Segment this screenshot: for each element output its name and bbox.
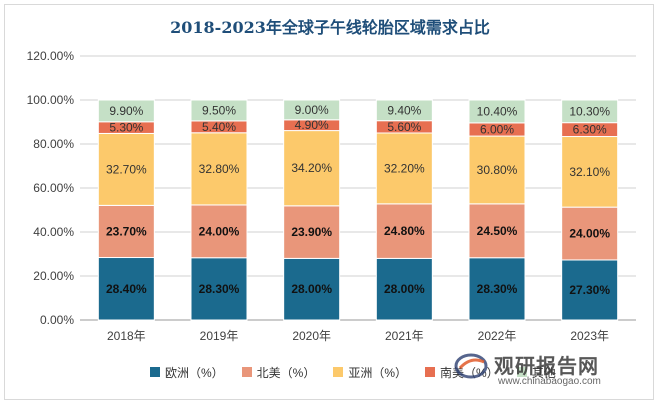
legend-swatch-europe (150, 367, 160, 377)
y-tick-label: 60.00% (33, 181, 74, 195)
x-tick-label: 2018年 (107, 329, 146, 343)
data-label: 24.50% (477, 224, 518, 238)
data-label: 28.30% (477, 282, 518, 296)
chart-title: 2018-2023年全球子午线轮胎区域需求占比 (170, 18, 490, 37)
bar-segment (375, 99, 433, 122)
bar-segment (561, 259, 619, 321)
bar-segment (190, 99, 248, 122)
data-label: 28.30% (199, 282, 240, 296)
chart-legend: 欧洲（%） 北美（%） 亚洲（%） 南美（%） 其他 (150, 362, 630, 382)
data-label: 5.30% (109, 121, 143, 135)
data-label: 32.10% (569, 165, 610, 179)
data-label: 23.90% (291, 225, 332, 239)
data-label: 6.30% (573, 123, 607, 137)
x-tick-label: 2023年 (570, 329, 609, 343)
data-label: 5.40% (202, 120, 236, 134)
legend-swatch-south-america (425, 367, 436, 377)
data-label: 9.00% (295, 103, 329, 117)
legend-label-north-america: 北美（%） (256, 365, 316, 380)
data-label: 9.50% (202, 103, 236, 117)
data-label: 28.00% (384, 282, 425, 296)
bar-segment (97, 257, 155, 321)
bar-segment (283, 205, 341, 259)
watermark-name: 观研报告网 (494, 356, 599, 378)
data-label: 9.90% (109, 104, 143, 118)
y-tick-label: 20.00% (33, 269, 74, 283)
legend-label-other: 其他 (531, 365, 556, 380)
legend-label-europe: 欧洲（%） (165, 365, 224, 380)
legend-swatch-north-america (241, 367, 252, 377)
y-tick-label: 80.00% (33, 137, 74, 151)
data-label: 10.40% (477, 104, 518, 118)
data-label: 32.80% (199, 162, 240, 176)
bar-segment (375, 257, 433, 321)
data-label: 9.40% (387, 103, 421, 117)
x-tick-label: 2019年 (200, 329, 239, 343)
data-label: 24.00% (569, 227, 610, 241)
legend-label-asia: 亚洲（%） (348, 365, 408, 380)
data-label: 5.60% (387, 120, 421, 134)
data-label: 32.70% (106, 162, 147, 176)
legend-swatch-other (516, 367, 527, 377)
bar-segment (97, 99, 155, 123)
bar-segment (190, 204, 248, 259)
data-label: 28.00% (291, 282, 332, 296)
bar-segment (468, 135, 526, 205)
data-label: 34.20% (291, 161, 332, 175)
data-label: 28.40% (106, 282, 147, 296)
bar-segment (561, 136, 619, 208)
y-tick-label: 100.00% (27, 93, 75, 107)
data-label: 10.30% (569, 104, 610, 118)
x-tick-label: 2020年 (292, 329, 331, 343)
bar-segment (97, 204, 155, 259)
y-tick-label: 40.00% (33, 225, 74, 239)
bar-segment (468, 203, 526, 259)
bar-segment (561, 206, 619, 261)
legend-item-asia: 亚洲（%） (333, 364, 407, 381)
legend-swatch-asia (333, 367, 344, 377)
bar-segment (190, 132, 248, 206)
bar-segment (97, 132, 155, 206)
data-label: 4.90% (295, 118, 329, 132)
legend-item-north-america: 北美（%） (241, 364, 316, 381)
bar-segment (283, 130, 341, 207)
bar-segment (283, 99, 341, 121)
data-label: 6.00% (480, 122, 514, 136)
x-tick-label: 2022年 (478, 329, 517, 343)
y-tick-label: 0.00% (40, 313, 74, 327)
x-tick-label: 2021年 (385, 329, 424, 343)
bar-segment (468, 99, 526, 124)
watermark-url: www.chinabaogao.com (498, 376, 601, 387)
data-label: 30.80% (477, 163, 518, 177)
bar-segment (375, 132, 433, 205)
bar-segment (190, 257, 248, 321)
data-label: 27.30% (569, 283, 610, 297)
legend-item-other: 其他 (516, 364, 556, 381)
bar-segment (561, 99, 619, 124)
legend-item-europe: 欧洲（%） (150, 364, 224, 381)
y-tick-label: 120.00% (27, 49, 75, 63)
data-label: 24.80% (384, 224, 425, 238)
watermark: 观研报告网 www.chinabaogao.com (450, 348, 646, 398)
watermark-logo-icon (454, 353, 488, 379)
data-label: 23.70% (106, 224, 147, 238)
data-label: 32.20% (384, 161, 425, 175)
data-label: 24.00% (199, 224, 240, 238)
